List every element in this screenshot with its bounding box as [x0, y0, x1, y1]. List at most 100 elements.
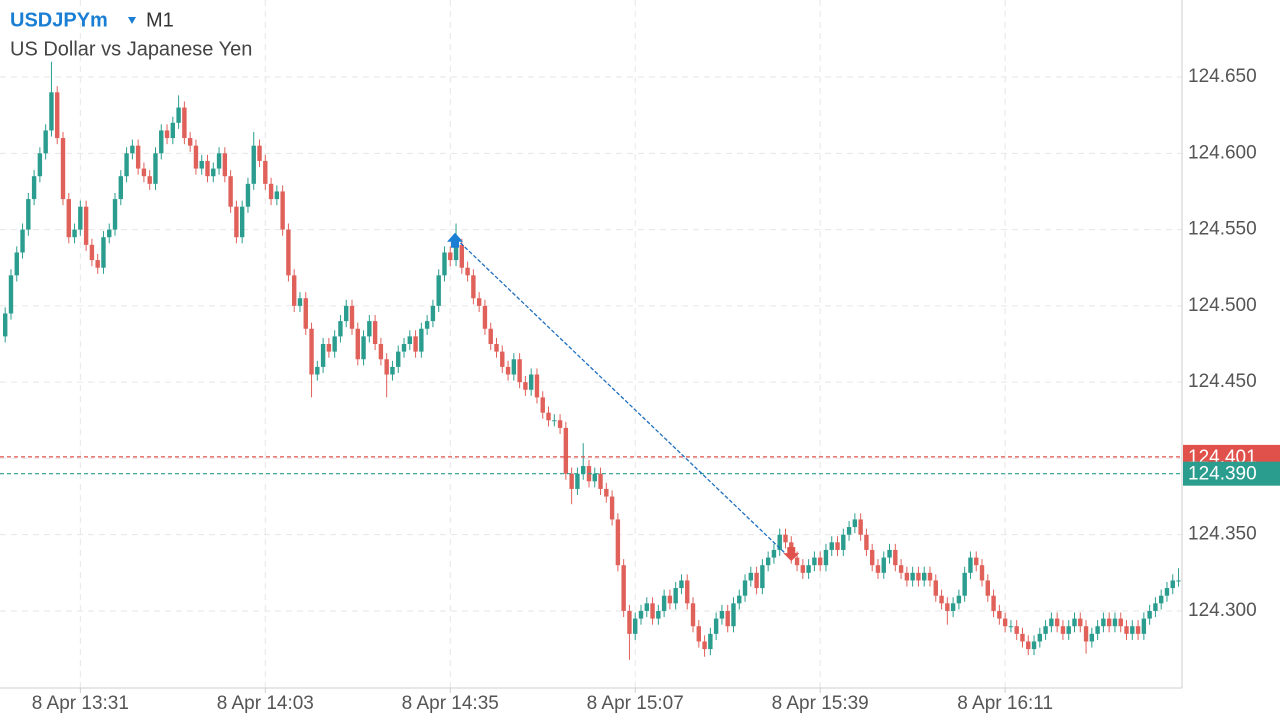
- candle-body: [852, 519, 858, 528]
- candle-body: [390, 366, 395, 375]
- candle-body: [465, 267, 470, 276]
- candle-body: [459, 244, 465, 268]
- symbol[interactable]: USDJPYm: [10, 9, 108, 31]
- candle-body: [644, 603, 649, 611]
- candle-body: [864, 534, 869, 550]
- candle-body: [754, 572, 759, 589]
- candle-body: [1054, 618, 1060, 627]
- candle-body: [83, 206, 89, 245]
- candle-body: [1083, 626, 1089, 642]
- candle-body: [604, 488, 609, 497]
- candle-body: [436, 275, 441, 306]
- candle-body: [800, 565, 806, 573]
- candle-body: [841, 534, 846, 550]
- candle-body: [638, 610, 644, 619]
- candle-body: [193, 145, 199, 169]
- candle-body: [396, 351, 401, 367]
- candle-body: [1153, 603, 1158, 611]
- y-tick-label: 124.300: [1188, 600, 1257, 621]
- candle-body: [251, 145, 256, 184]
- candle-body: [291, 275, 297, 306]
- candle-body: [31, 176, 37, 200]
- candle-body: [846, 527, 852, 535]
- candle-body: [130, 145, 135, 154]
- candle-body: [922, 572, 927, 581]
- candle-body: [101, 237, 106, 268]
- candle-body: [661, 595, 667, 611]
- candle-body: [719, 610, 725, 619]
- candle-body: [1008, 626, 1014, 628]
- candle-body: [78, 206, 83, 230]
- candle-body: [37, 153, 43, 177]
- candle-body: [1170, 580, 1175, 589]
- candle-body: [8, 275, 14, 314]
- candle-body: [1164, 588, 1170, 596]
- candle-body: [968, 557, 973, 573]
- candle-body: [182, 107, 187, 139]
- candle-body: [211, 168, 216, 177]
- candle-body: [523, 382, 528, 390]
- candle-body: [823, 549, 829, 566]
- candle-body: [55, 92, 60, 139]
- candle-body: [540, 397, 545, 413]
- candle-body: [511, 359, 517, 375]
- candle-body: [725, 610, 730, 627]
- candle-body: [898, 565, 904, 573]
- candle-body: [205, 160, 210, 177]
- buy-arrow: [447, 232, 464, 248]
- candle-body: [1060, 626, 1066, 634]
- candle-body: [344, 305, 349, 322]
- candle-body: [222, 153, 228, 177]
- candle-body: [760, 565, 765, 589]
- candle-body: [476, 298, 482, 306]
- candle-body: [916, 572, 921, 581]
- x-tick-label: 8 Apr 14:35: [402, 693, 499, 714]
- x-tick-label: 8 Apr 13:31: [32, 693, 129, 714]
- candle-body: [147, 176, 152, 184]
- timeframe[interactable]: M1: [146, 9, 174, 31]
- candle-body: [1049, 618, 1054, 627]
- y-tick-label: 124.450: [1188, 371, 1257, 392]
- sell-arrow: [783, 547, 800, 562]
- candle-body: [985, 580, 990, 596]
- candle-body: [893, 549, 898, 566]
- candle-body: [413, 336, 418, 352]
- candle-body: [1158, 595, 1164, 604]
- candle-body: [794, 557, 800, 566]
- candle-body: [962, 572, 967, 596]
- candle-body: [216, 153, 222, 169]
- candle-body: [702, 641, 707, 650]
- symbol-menu-icon[interactable]: [128, 17, 136, 24]
- candle-body: [910, 572, 915, 581]
- candle-body: [829, 542, 834, 550]
- candle-body: [274, 191, 280, 200]
- candle-body: [488, 328, 493, 344]
- candle-body: [303, 298, 308, 329]
- candle-body: [1141, 618, 1147, 634]
- candle-body: [737, 595, 742, 604]
- candle-body: [349, 305, 355, 329]
- candle-body: [95, 260, 100, 268]
- candle-body: [806, 565, 811, 573]
- candle-body: [708, 633, 713, 650]
- candle-body: [43, 130, 48, 154]
- candle-body: [1135, 626, 1141, 634]
- candle-body: [679, 580, 684, 589]
- candle-body: [66, 199, 71, 238]
- candle-body: [326, 344, 332, 352]
- candle-body: [991, 595, 996, 611]
- description: US Dollar vs Japanese Yen: [10, 38, 252, 60]
- candle-body: [442, 252, 447, 276]
- candle-body: [1031, 641, 1037, 650]
- candle-body: [153, 153, 158, 184]
- y-tick-label: 124.650: [1188, 66, 1257, 87]
- candle-body: [765, 557, 771, 566]
- candle-body: [338, 321, 343, 337]
- candle-body: [575, 473, 580, 489]
- candle-body: [280, 191, 285, 230]
- candle-body: [199, 160, 204, 169]
- candle-body: [673, 588, 678, 604]
- candle-body: [731, 603, 736, 627]
- candle-body: [974, 557, 979, 566]
